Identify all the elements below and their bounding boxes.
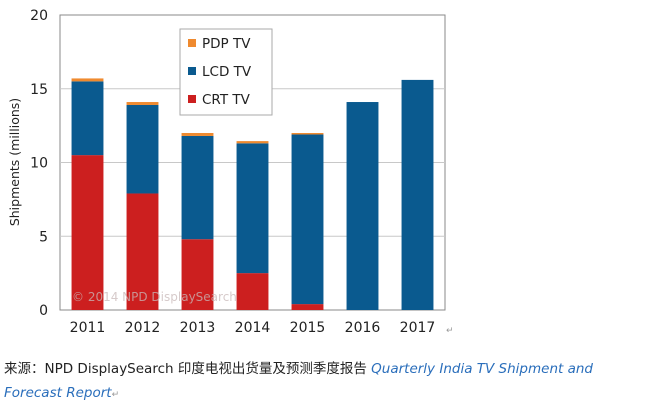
bar-pdp-tv-2011 — [71, 78, 104, 82]
x-tick-2015: 2015 — [290, 320, 326, 336]
legend-swatch-lcd-tv — [188, 67, 196, 75]
legend: PDP TV LCD TV CRT TV — [179, 28, 273, 116]
return-mark: ↵ — [446, 326, 454, 336]
bar-pdp-tv-2013 — [181, 133, 214, 136]
bars — [71, 78, 434, 311]
bar-crt-tv-2015 — [291, 304, 324, 310]
bar-lcd-tv-2015 — [291, 134, 324, 305]
bar-crt-tv-2011 — [71, 155, 104, 310]
bar-lcd-tv-2011 — [71, 81, 104, 156]
y-tick-10: 10 — [30, 156, 48, 172]
bar-pdp-tv-2015 — [291, 133, 324, 135]
legend-label-crt-tv: CRT TV — [202, 92, 251, 108]
y-axis-label: Shipments (millions) — [7, 98, 22, 226]
x-tick-2011: 2011 — [70, 320, 106, 336]
bar-pdp-tv-2014 — [236, 141, 269, 144]
legend-label-lcd-tv: LCD TV — [202, 64, 252, 80]
bar-lcd-tv-2014 — [236, 143, 269, 274]
caption-source-text: 来源：NPD DisplaySearch 印度电视出货量及预测季度报告 — [4, 361, 372, 377]
x-tick-2016: 2016 — [345, 320, 381, 336]
y-tick-0: 0 — [39, 303, 48, 319]
y-tick-5: 5 — [39, 229, 48, 245]
x-tick-labels: 2011 2012 2013 2014 2015 2016 2017 — [70, 320, 436, 336]
x-tick-2017: 2017 — [400, 320, 436, 336]
bar-lcd-tv-2012 — [126, 104, 159, 194]
caption-return-mark: ↵ — [111, 390, 120, 400]
x-tick-2012: 2012 — [125, 320, 161, 336]
y-tick-15: 15 — [30, 82, 48, 98]
legend-swatch-crt-tv — [188, 95, 196, 103]
bar-lcd-tv-2016 — [346, 102, 379, 311]
legend-swatch-pdp-tv — [188, 39, 196, 47]
bar-lcd-tv-2013 — [181, 135, 214, 240]
bar-crt-tv-2012 — [126, 193, 159, 310]
y-tick-20: 20 — [30, 8, 48, 24]
legend-label-pdp-tv: PDP TV — [202, 36, 251, 52]
source-caption: 来源：NPD DisplaySearch 印度电视出货量及预测季度报告 Quar… — [4, 357, 646, 407]
x-tick-2013: 2013 — [180, 320, 216, 336]
bar-lcd-tv-2017 — [401, 79, 434, 311]
report-link[interactable]: Quarterly India TV Shipment and Forecast… — [4, 361, 593, 401]
stacked-bar-chart: 0 5 10 15 20 2011 2012 2013 2014 2015 2016 2017 Sh… — [7, 8, 446, 336]
x-tick-2014: 2014 — [235, 320, 271, 336]
bar-crt-tv-2014 — [236, 273, 269, 310]
watermark: © 2014 NPD DisplaySearch — [72, 290, 237, 304]
bar-pdp-tv-2012 — [126, 102, 159, 105]
bar-crt-tv-2013 — [181, 239, 214, 310]
y-tick-labels: 0 5 10 15 20 — [30, 8, 48, 319]
